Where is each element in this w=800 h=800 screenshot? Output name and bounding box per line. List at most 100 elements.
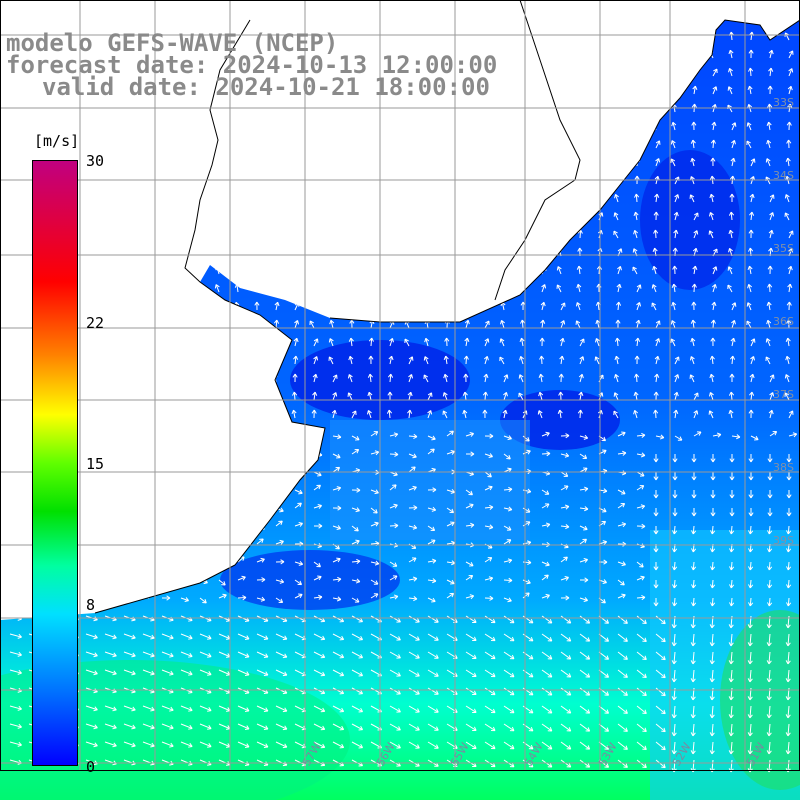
wind-arrow — [427, 741, 439, 749]
wind-arrow — [636, 705, 647, 715]
wind-arrow — [655, 669, 666, 679]
wind-arrow — [103, 121, 109, 131]
wind-arrow — [632, 68, 638, 77]
wind-arrow — [692, 265, 698, 275]
wind-arrow — [613, 50, 619, 59]
wind-arrow — [218, 503, 227, 509]
wind-arrow — [748, 597, 754, 607]
wind-arrow — [747, 283, 753, 293]
wind-arrow — [141, 193, 147, 203]
wind-arrow — [408, 576, 418, 582]
wind-arrow — [366, 230, 372, 239]
wind-arrow — [8, 121, 14, 131]
wind-arrow — [104, 453, 112, 460]
wind-arrow — [484, 485, 493, 491]
wind-arrow — [5, 392, 11, 401]
wind-arrow — [484, 741, 496, 750]
wind-arrow — [673, 391, 679, 401]
wind-arrow — [749, 373, 755, 383]
wind-arrow — [142, 356, 148, 365]
wind-arrow — [577, 49, 583, 59]
wind-arrow — [503, 374, 509, 383]
wind-arrow — [104, 705, 117, 712]
wind-arrow — [579, 525, 588, 531]
wind-arrow — [9, 485, 18, 491]
wind-arrow — [655, 434, 665, 440]
wind-arrow — [199, 559, 209, 565]
wind-arrow — [541, 561, 550, 567]
wind-arrow — [309, 302, 315, 311]
wind-arrow — [653, 409, 659, 419]
wind-arrow — [595, 139, 601, 149]
wind-arrow — [598, 669, 609, 678]
wind-arrow — [157, 194, 163, 203]
wind-arrow — [750, 356, 756, 365]
wind-arrow — [671, 301, 677, 311]
wind-arrow — [196, 409, 202, 419]
wind-arrow — [272, 392, 277, 401]
wind-arrow — [541, 284, 547, 293]
wind-arrow — [199, 284, 205, 293]
wind-arrow — [788, 230, 794, 239]
wind-arrow — [446, 507, 455, 514]
wind-arrow — [389, 651, 401, 659]
wind-arrow — [538, 211, 544, 221]
wind-arrow — [312, 391, 318, 401]
wind-arrow — [237, 595, 247, 601]
wind-arrow — [651, 302, 657, 311]
wind-arrow — [500, 140, 505, 149]
wind-arrow — [178, 337, 184, 347]
wind-arrow — [613, 410, 619, 419]
wind-arrow — [404, 158, 410, 167]
wind-arrow — [709, 193, 715, 203]
wind-arrow — [162, 595, 171, 601]
wind-arrow — [728, 669, 734, 683]
wind-arrow — [538, 193, 544, 203]
wind-arrow — [443, 355, 449, 365]
wind-arrow — [709, 355, 715, 365]
wind-arrow — [484, 651, 496, 660]
wind-arrow — [158, 121, 165, 131]
wind-arrow — [464, 157, 470, 167]
wind-arrow — [503, 723, 515, 732]
wind-arrow — [161, 705, 174, 712]
wind-arrow — [598, 633, 609, 642]
wind-arrow — [233, 338, 239, 347]
wind-arrow — [484, 471, 492, 478]
wind-arrow — [746, 302, 752, 311]
wind-arrow — [635, 319, 641, 329]
wind-arrow — [653, 454, 659, 463]
wind-arrow — [349, 301, 355, 311]
wind-arrow — [632, 86, 638, 95]
wind-arrow — [121, 193, 127, 203]
wind-arrow — [123, 592, 131, 599]
wind-arrow — [594, 356, 600, 365]
wind-arrow — [671, 651, 677, 665]
wind-arrow — [484, 705, 496, 714]
title-forecast-date: forecast date: 2024-10-13 12:00:00 — [6, 51, 498, 79]
wind-arrow — [712, 432, 722, 438]
wind-arrow — [26, 193, 32, 203]
wind-arrow — [747, 705, 753, 719]
wind-arrow — [617, 593, 626, 599]
wind-arrow — [237, 356, 243, 365]
wind-arrow — [368, 157, 374, 167]
wind-arrow — [256, 505, 266, 511]
wind-arrow — [275, 705, 288, 713]
wind-arrow — [407, 229, 413, 239]
wind-arrow — [519, 355, 525, 365]
wind-arrow — [786, 597, 792, 607]
wind-arrow — [370, 521, 379, 527]
wind-arrow — [750, 435, 759, 441]
wind-arrow — [7, 319, 13, 329]
wind-arrow — [27, 139, 33, 149]
wind-arrow — [351, 410, 357, 419]
wind-arrow — [294, 450, 304, 456]
wind-arrow — [218, 579, 226, 586]
wind-arrow — [408, 557, 417, 563]
wind-arrow — [179, 121, 185, 131]
wind-arrow — [9, 86, 15, 95]
wind-arrow — [446, 449, 455, 455]
wind-arrow — [788, 432, 798, 438]
wind-arrow — [560, 595, 570, 601]
